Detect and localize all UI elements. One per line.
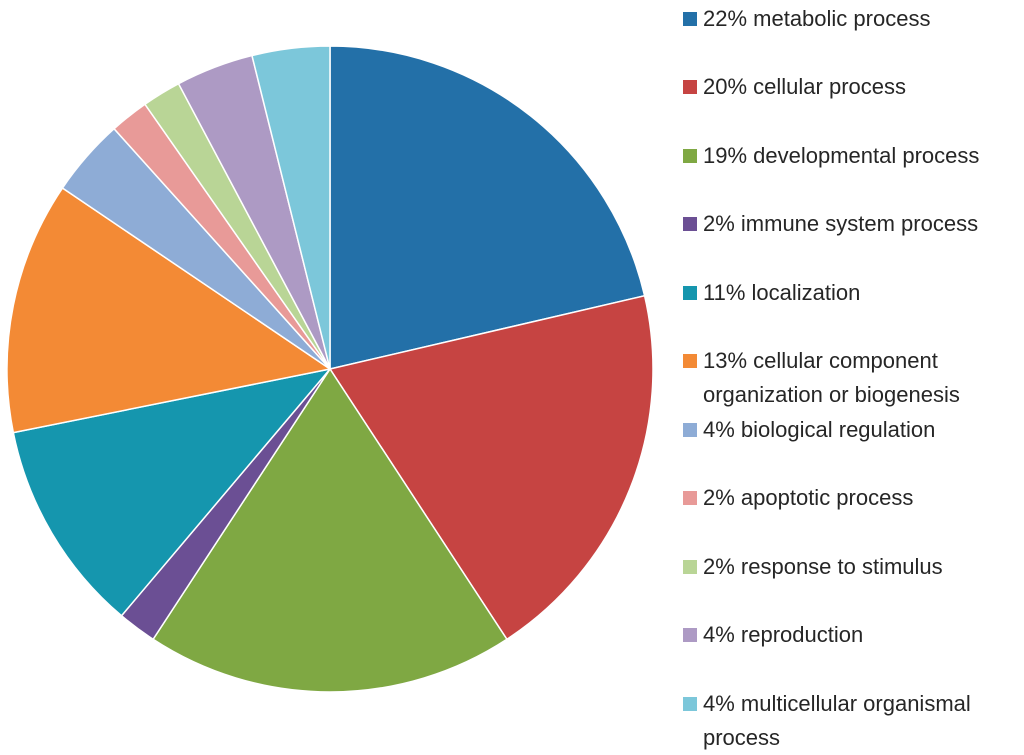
legend-label-4: 2% immune system process [703, 211, 979, 236]
pie-slice-2 [328, 294, 654, 641]
pie-slice-1 [329, 45, 646, 370]
legend-swatch-4 [683, 217, 697, 231]
legend-label-8: 2% apoptotic process [703, 485, 914, 510]
legend-label-7: 4% biological regulation [703, 417, 936, 442]
legend-swatch-6 [683, 354, 697, 368]
pie-plot-area [6, 45, 654, 693]
legend-label-10: 4% reproduction [703, 622, 864, 647]
pie-slice-5 [12, 367, 332, 617]
legend-label-2: 20% cellular process [703, 74, 906, 99]
legend-label-3: 19% developmental process [703, 143, 980, 168]
legend-swatch-9 [683, 560, 697, 574]
legend-swatch-5 [683, 286, 697, 300]
legend-label-6: 13% cellular component organization or b… [703, 348, 960, 407]
legend-label-5: 11% localization [703, 280, 861, 305]
legend-swatch-7 [683, 423, 697, 437]
legend-swatch-1 [683, 12, 697, 26]
pie-slice-6 [6, 186, 332, 434]
legend-swatch-3 [683, 149, 697, 163]
pie-slice-11 [251, 45, 331, 370]
legend-swatch-8 [683, 491, 697, 505]
legend-label-9: 2% response to stimulus [703, 554, 943, 579]
legend-swatch-10 [683, 628, 697, 642]
legend-swatch-2 [683, 80, 697, 94]
pie-slice-3 [152, 367, 508, 693]
legend-label-1: 22% metabolic process [703, 6, 931, 31]
legend-swatch-11 [683, 697, 697, 711]
legend-label-11: 4% multicellular organismal process [703, 691, 971, 750]
chart-legend: 22% metabolic process 20% cellular proces… [683, 0, 1024, 754]
